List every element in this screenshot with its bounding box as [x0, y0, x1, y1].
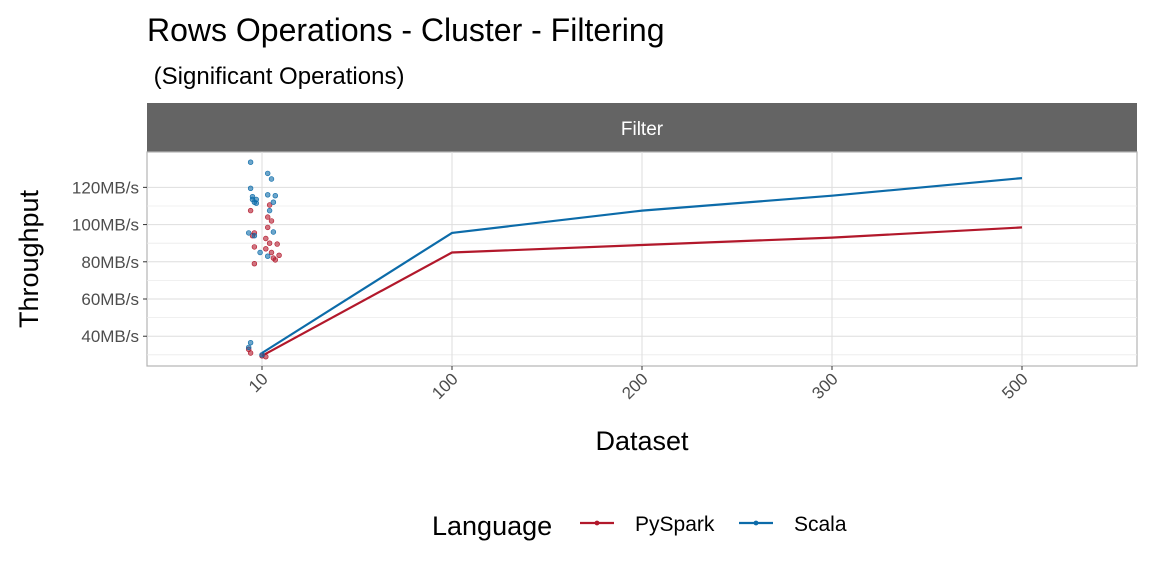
data-point-pyspark — [265, 214, 271, 220]
facet-strip — [147, 103, 1137, 152]
data-point-scala — [246, 344, 252, 351]
x-axis-title: Dataset — [595, 426, 689, 456]
data-point-scala — [265, 170, 271, 177]
data-point-pyspark — [268, 218, 275, 224]
series-line-pyspark — [261, 226, 1023, 357]
legend: Language PySpark Scala — [432, 511, 847, 541]
legend-key-point-scala — [753, 520, 759, 526]
y-axis-title: Throughput — [14, 189, 44, 328]
data-point-pyspark — [247, 350, 254, 356]
data-point-scala — [270, 199, 277, 205]
data-point-pyspark — [247, 207, 254, 214]
grid — [147, 152, 1137, 366]
y-tick-label: 60MB/s — [81, 290, 139, 309]
chart-title: Rows Operations - Cluster - Filtering — [147, 12, 664, 48]
data-point-pyspark — [263, 246, 269, 252]
data-point-pyspark — [263, 235, 269, 242]
data-point-scala — [265, 192, 271, 198]
series-line-scala — [261, 177, 1023, 354]
x-axis: 10 100 200 300 500 — [245, 366, 1032, 403]
data-point-pyspark — [268, 249, 275, 256]
data-point-pyspark — [276, 252, 282, 259]
data-point-pyspark — [251, 244, 258, 250]
x-tick-label: 100 — [428, 369, 461, 402]
x-tick-label: 10 — [245, 369, 272, 396]
y-tick-label: 120MB/s — [72, 178, 139, 197]
data-point-scala — [268, 176, 275, 182]
data-point-pyspark — [274, 241, 280, 247]
data-point-pyspark — [266, 202, 273, 208]
data-point-scala — [246, 230, 252, 236]
legend-title: Language — [432, 511, 552, 541]
data-point-scala — [253, 196, 259, 203]
facet-strip-label: Filter — [621, 119, 664, 140]
data-point-scala — [247, 159, 254, 165]
data-point-scala — [272, 193, 278, 199]
data-point-scala — [251, 233, 258, 239]
y-tick-label: 40MB/s — [81, 327, 139, 346]
legend-label-pyspark: PySpark — [635, 513, 715, 536]
x-tick-label: 500 — [998, 369, 1031, 402]
legend-key-point-pyspark — [594, 520, 600, 526]
data-point-pyspark — [272, 257, 278, 263]
data-point-scala — [247, 185, 254, 192]
y-axis: 40MB/s 60MB/s 80MB/s 100MB/s 120MB/s — [72, 178, 147, 346]
data-point-pyspark — [265, 224, 271, 231]
data-point-scala — [265, 253, 271, 259]
data-point-scala — [257, 249, 263, 256]
data-point-pyspark — [266, 240, 273, 246]
series-layer — [246, 159, 1023, 360]
data-point-scala — [266, 207, 273, 214]
data-point-scala — [259, 352, 265, 358]
x-tick-label: 200 — [618, 369, 651, 402]
data-point-pyspark — [251, 261, 258, 267]
chart-subtitle: (Significant Operations) — [147, 63, 404, 90]
y-tick-label: 100MB/s — [72, 216, 139, 235]
legend-label-scala: Scala — [794, 513, 847, 536]
y-tick-label: 80MB/s — [81, 253, 139, 272]
data-point-scala — [270, 229, 277, 235]
data-point-scala — [247, 340, 254, 346]
x-tick-label: 300 — [808, 369, 841, 402]
